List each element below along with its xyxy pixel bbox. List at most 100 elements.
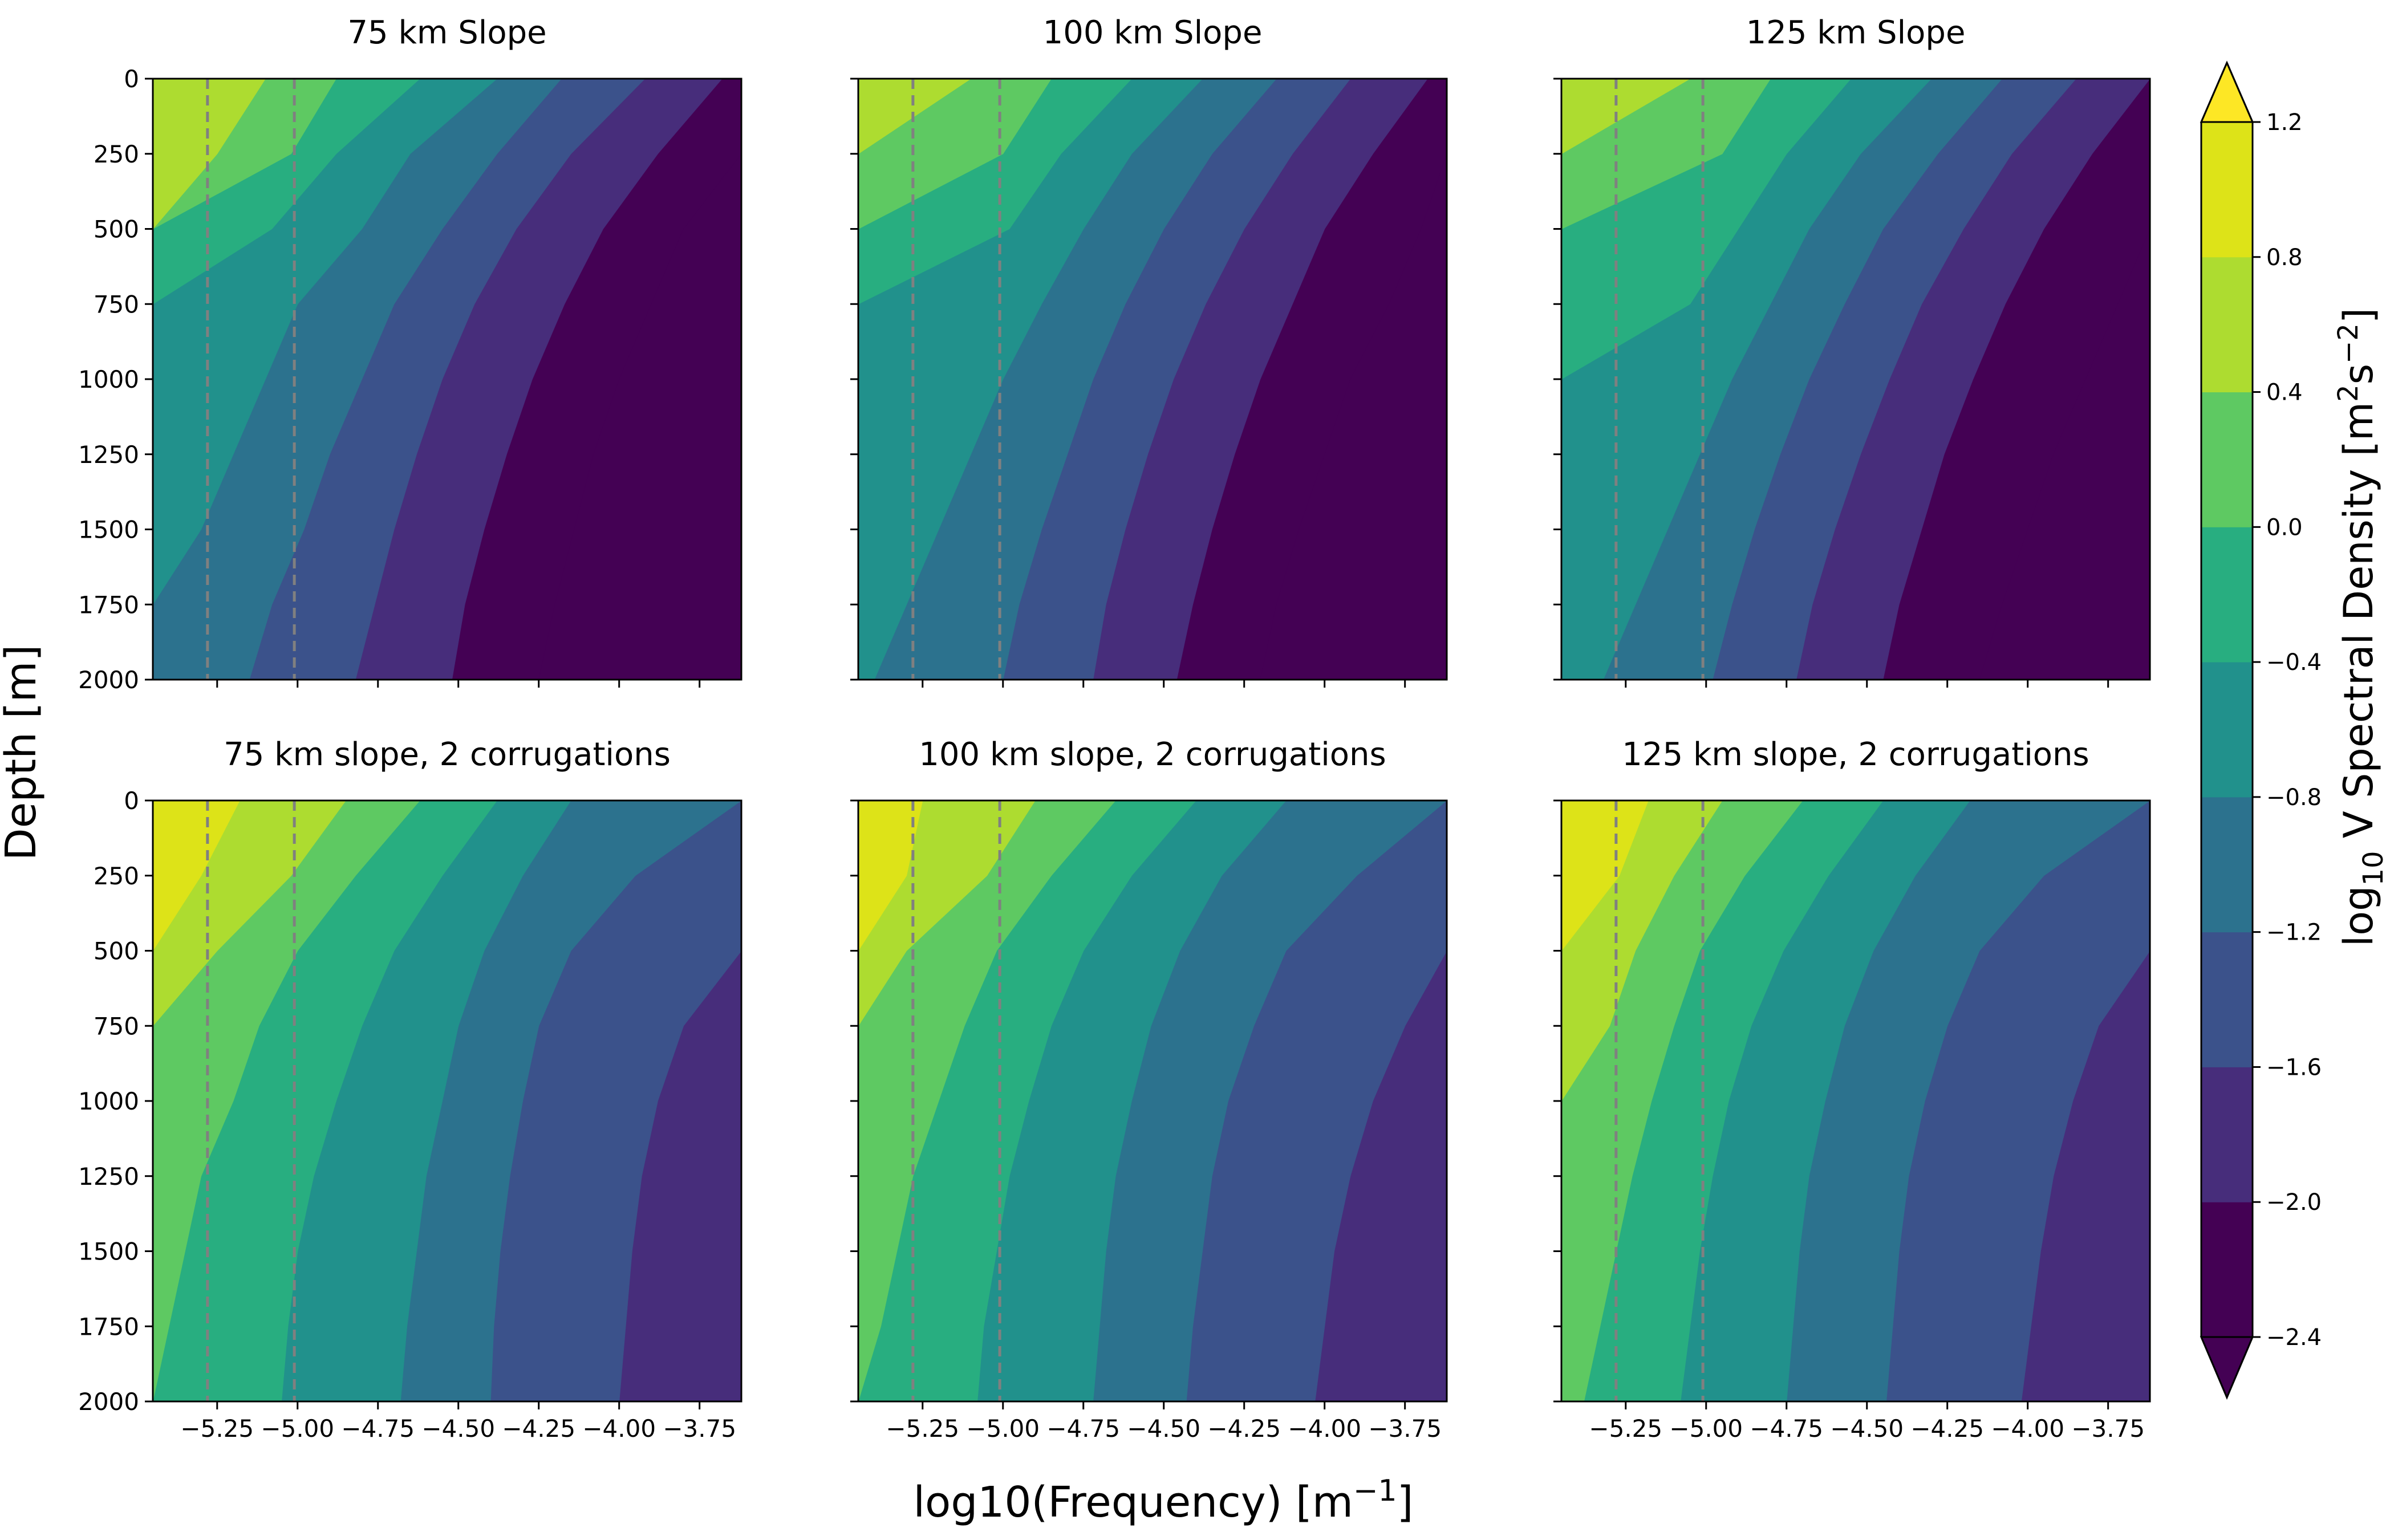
colorbar-band xyxy=(2201,1202,2253,1338)
xtick-label: −5.25 xyxy=(1589,1415,1662,1443)
ytick-label: 1000 xyxy=(78,1087,139,1115)
contour-band-0 xyxy=(1561,79,1852,680)
colorbar-tick-label: −2.4 xyxy=(2266,1324,2322,1351)
cbar-label-s: s xyxy=(2335,364,2382,384)
ytick-label: 0 xyxy=(124,787,139,815)
xtick-label: −5.00 xyxy=(1669,1415,1743,1443)
xtick-label: −3.75 xyxy=(1368,1415,1442,1443)
xtick-label: −5.00 xyxy=(261,1415,334,1443)
contour-band-0p8 xyxy=(153,79,266,680)
subplot-4: 0 250 500 750 1000 1250 1500 1750 2000 −5.25 −5.00… xyxy=(78,736,742,1443)
contour-band-1p2 xyxy=(1561,801,1649,1401)
colorbar-tick-label: −0.8 xyxy=(2266,785,2322,811)
cbar-label-mid: V Spectral Density [m xyxy=(2335,402,2382,851)
xtick-label: −4.50 xyxy=(1127,1415,1200,1443)
ytick-label: 2000 xyxy=(78,666,139,694)
xtick-label: −4.25 xyxy=(502,1415,575,1443)
contour-band-0 xyxy=(153,79,420,680)
figure-xlabel: log10(Frequency) [m−1] xyxy=(913,1474,1413,1527)
contour-fills xyxy=(858,801,1447,1401)
xtick-label: −4.25 xyxy=(1910,1415,1984,1443)
contour-fills xyxy=(858,79,1447,680)
contour-band-0p8 xyxy=(1561,79,1691,680)
contour-fills xyxy=(1561,79,2150,680)
xlabel-main: log10(Frequency) [m xyxy=(913,1478,1353,1527)
cbar-label-sub: 10 xyxy=(2357,851,2389,885)
cbar-label-sup2: −2 xyxy=(2332,323,2364,364)
subplot-6: −5.25 −5.00 −4.75 −4.50 −4.25 −4.00 −3.75 125 k… xyxy=(1553,736,2151,1443)
colorbar-band xyxy=(2201,797,2253,933)
colorbar-tick-label: −0.4 xyxy=(2266,649,2322,676)
xtick-label: −5.25 xyxy=(886,1415,959,1443)
contour-band-0p4 xyxy=(858,801,1116,1401)
contour-band-0p8 xyxy=(153,801,347,1401)
colorbar-tick-label: 0.8 xyxy=(2266,245,2303,271)
cbar-label-end: ] xyxy=(2335,308,2382,323)
ytick-label: 1000 xyxy=(78,365,139,393)
ytick-label: 1750 xyxy=(78,591,139,619)
xtick-label: −4.75 xyxy=(341,1415,415,1443)
xtick-label: −4.00 xyxy=(1288,1415,1361,1443)
xtick-label: −4.75 xyxy=(1750,1415,1823,1443)
colorbar-tick-label: 0.0 xyxy=(2266,514,2303,541)
subplot-title: 100 km Slope xyxy=(1043,14,1263,51)
xtick-label: −3.75 xyxy=(2071,1415,2145,1443)
colorbar-tick-label: −1.2 xyxy=(2266,920,2322,946)
subplot-title: 125 km Slope xyxy=(1746,14,1966,51)
xtick-label: −5.25 xyxy=(180,1415,254,1443)
contour-fills xyxy=(153,801,741,1401)
subplot-3: 125 km Slope xyxy=(1553,14,2151,688)
xtick-label: −4.50 xyxy=(421,1415,495,1443)
xtick-label: −4.00 xyxy=(582,1415,656,1443)
ytick-label: 0 xyxy=(124,65,139,93)
cbar-label-log: log xyxy=(2335,885,2382,946)
colorbar-tick-label: −2.0 xyxy=(2266,1189,2322,1216)
contour-fills xyxy=(153,79,741,680)
figure-ylabel: Depth [m] xyxy=(0,645,46,861)
contour-band-0p4 xyxy=(153,801,420,1401)
ytick-label: 250 xyxy=(94,140,139,168)
colorbar-band xyxy=(2201,392,2253,527)
colorbar-band xyxy=(2201,122,2253,258)
ytick-label: 750 xyxy=(94,290,139,318)
contour-band-0p8 xyxy=(858,801,1036,1401)
xtick-label: −4.75 xyxy=(1046,1415,1120,1443)
colorbar: −2.4 −2.0 −1.6 −1.2 −0.8 −0.4 0.0 0.4 0.8 1.2 xyxy=(2200,60,2322,1400)
ytick-label: 1500 xyxy=(78,516,139,544)
contour-fills xyxy=(1561,801,2150,1401)
xtick-label: −4.50 xyxy=(1830,1415,1904,1443)
subplot-title: 100 km slope, 2 corrugations xyxy=(919,736,1386,773)
subplot-2: 100 km Slope xyxy=(850,14,1448,688)
colorbar-label: log10 V Spectral Density [m2s−2] xyxy=(2332,308,2389,946)
ytick-label: 2000 xyxy=(78,1388,139,1416)
ytick-label: 250 xyxy=(94,862,139,890)
ytick-label: 500 xyxy=(94,937,139,965)
contour-band-0 xyxy=(858,79,1132,680)
xtick-label: −4.00 xyxy=(1991,1415,2064,1443)
xtick-label: −3.75 xyxy=(663,1415,736,1443)
subplot-grid: 0 250 500 750 1000 1250 1500 1750 2000 75 km Slop… xyxy=(78,14,2151,1443)
contour-band-0p8 xyxy=(858,79,972,680)
ytick-label: 1500 xyxy=(78,1238,139,1266)
xtick-label: −5.00 xyxy=(966,1415,1040,1443)
colorbar-band xyxy=(2201,257,2253,393)
xlabel-superscript: −1 xyxy=(1353,1474,1397,1508)
ytick-label: 1750 xyxy=(78,1313,139,1340)
colorbar-tick-label: 0.4 xyxy=(2266,380,2303,406)
ytick-label: 1250 xyxy=(78,441,139,469)
ytick-label: 1250 xyxy=(78,1163,139,1190)
ytick-label: 500 xyxy=(94,216,139,243)
subplot-title: 75 km Slope xyxy=(347,14,546,51)
cbar-label-sup1: 2 xyxy=(2332,384,2364,402)
xtick-label: −4.25 xyxy=(1207,1415,1281,1443)
contour-band-1p2 xyxy=(153,801,240,1401)
colorbar-band xyxy=(2201,527,2253,663)
colorbar-band xyxy=(2201,1067,2253,1202)
xlabel-end: ] xyxy=(1397,1478,1414,1527)
colorbar-tick-label: 1.2 xyxy=(2266,109,2303,136)
colorbar-tick-label: −1.6 xyxy=(2266,1054,2322,1080)
colorbar-band xyxy=(2201,932,2253,1067)
colorbar-band xyxy=(2201,662,2253,798)
ytick-label: 750 xyxy=(94,1012,139,1040)
